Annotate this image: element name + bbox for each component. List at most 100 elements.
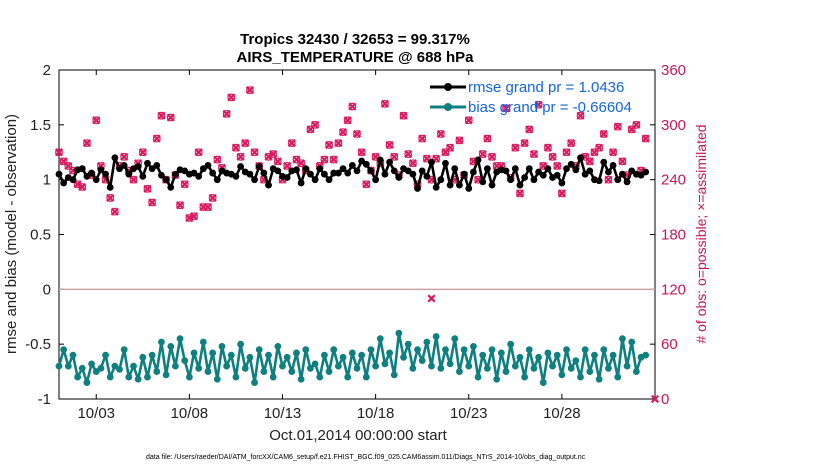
obs-x-stroke (334, 139, 343, 148)
obs-assimilated-point (348, 102, 357, 111)
bias-point (134, 375, 142, 383)
obs-assimilated-point (120, 152, 129, 161)
obs-x-stroke (110, 207, 119, 216)
obs-x-stroke (241, 139, 250, 148)
obs-x-stroke (227, 93, 236, 102)
obs-assimilated-point (534, 100, 543, 109)
obs-x-stroke (236, 152, 245, 161)
bias-point (353, 364, 361, 372)
obs-x-stroke (357, 148, 366, 157)
obs-x-stroke (529, 149, 539, 159)
obs-assimilated-point (236, 152, 245, 161)
obs-assimilated-point (208, 193, 217, 203)
obs-assimilated-point (609, 148, 618, 157)
obs-assimilated-point (529, 149, 539, 159)
obs-assimilated-point (478, 149, 487, 159)
obs-x-stroke (515, 189, 525, 198)
obs-assimilated-point (54, 148, 64, 157)
y-tick-label: 1.5 (30, 117, 51, 134)
obs-assimilated-point (427, 294, 436, 303)
y2-tick-label: 0 (661, 391, 669, 408)
obs-x-stroke (213, 155, 222, 164)
obs-possible-point (213, 155, 222, 164)
obs-x-stroke (487, 152, 497, 161)
rmse-point (167, 183, 175, 191)
obs-x-stroke (399, 111, 408, 120)
bias-point (358, 351, 366, 359)
rmse-point (362, 160, 370, 168)
bias-point (451, 335, 459, 343)
bias-point (232, 373, 240, 381)
bias-point (628, 338, 636, 346)
bias-point (386, 349, 393, 357)
obs-assimilated-point (245, 86, 254, 95)
bias-point (470, 342, 477, 350)
bias-point (362, 373, 370, 381)
rmse-point (111, 154, 119, 162)
obs-possible-point (55, 148, 63, 157)
obs-assimilated-point (203, 203, 213, 212)
bias-point (260, 368, 268, 375)
rmse-point (204, 162, 212, 169)
obs-x-stroke (64, 161, 73, 171)
obs-assimilated-point (338, 128, 348, 137)
obs-possible-point (618, 157, 627, 166)
obs-possible-point (516, 189, 524, 198)
rmse-point (255, 163, 263, 170)
obs-possible-point (325, 141, 333, 149)
bias-point (172, 362, 179, 370)
obs-x-stroke (553, 161, 562, 171)
obs-possible-point (157, 111, 166, 120)
bias-point (572, 357, 580, 365)
obs-assimilated-point (82, 139, 92, 148)
obs-x-stroke (143, 184, 152, 193)
rmse-point (92, 176, 100, 184)
obs-x-stroke (567, 139, 576, 148)
obs-x-stroke (82, 139, 92, 148)
rmse-point (209, 169, 217, 177)
obs-possible-point (404, 150, 413, 158)
bias-point (432, 333, 440, 340)
obs-assimilated-point (264, 152, 273, 161)
rmse-point (120, 162, 128, 169)
rmse-point (614, 176, 622, 184)
bias-point (460, 346, 468, 354)
rmse-point (195, 172, 203, 180)
obs-x-stroke (525, 125, 534, 134)
bias-point (530, 364, 538, 372)
obs-x-stroke (650, 394, 660, 404)
bias-point (456, 368, 463, 375)
rmse-point (516, 181, 524, 189)
bias-point (223, 362, 231, 370)
obs-possible-point (287, 139, 296, 148)
bias-point (97, 364, 105, 372)
obs-possible-point (236, 152, 245, 161)
obs-assimilated-point (641, 134, 650, 143)
obs-possible-point (110, 207, 119, 216)
obs-possible-point (553, 162, 562, 170)
rmse-point (451, 165, 459, 173)
obs-assimilated-point (250, 148, 259, 157)
obs-assimilated-point (404, 149, 413, 159)
bias-point (88, 360, 95, 368)
bias-point (395, 329, 403, 337)
bias-point (381, 360, 389, 368)
bias-point (581, 346, 589, 354)
rmse-point (619, 170, 626, 178)
obs-assimilated-point (399, 111, 408, 120)
obs-possible-point (609, 148, 617, 157)
obs-assimilated-point (297, 159, 306, 168)
obs-possible-point (613, 122, 622, 131)
obs-x-stroke (599, 129, 608, 139)
obs-x-stroke (632, 120, 641, 129)
obs-possible-point (176, 201, 184, 210)
obs-assimilated-point (483, 134, 492, 143)
obs-possible-point (339, 128, 347, 137)
obs-x-stroke (604, 175, 613, 184)
obs-x-stroke (292, 155, 301, 164)
bias-point (269, 373, 277, 381)
bias-point (586, 368, 594, 375)
rmse-point (307, 170, 314, 178)
bias-point (591, 351, 598, 359)
bias-point (502, 368, 510, 375)
